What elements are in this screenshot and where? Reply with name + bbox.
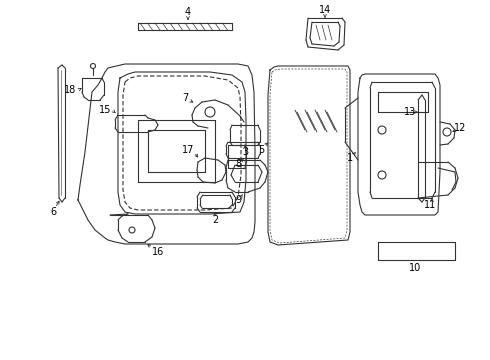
Text: 14: 14	[319, 5, 331, 15]
Text: 5: 5	[258, 145, 264, 155]
Text: 12: 12	[454, 123, 466, 133]
Text: 10: 10	[409, 263, 421, 273]
Text: 2: 2	[212, 215, 218, 225]
Text: 18: 18	[64, 85, 76, 95]
Text: 11: 11	[424, 200, 436, 210]
Text: 16: 16	[152, 247, 164, 257]
Text: 3: 3	[242, 147, 248, 157]
Text: 13: 13	[404, 107, 416, 117]
Text: 7: 7	[182, 93, 188, 103]
Text: 4: 4	[185, 7, 191, 17]
Text: 17: 17	[182, 145, 194, 155]
Text: 1: 1	[347, 153, 353, 163]
Text: 9: 9	[235, 195, 241, 205]
Text: 8: 8	[235, 159, 241, 169]
Text: 6: 6	[50, 207, 56, 217]
Text: 15: 15	[99, 105, 111, 115]
